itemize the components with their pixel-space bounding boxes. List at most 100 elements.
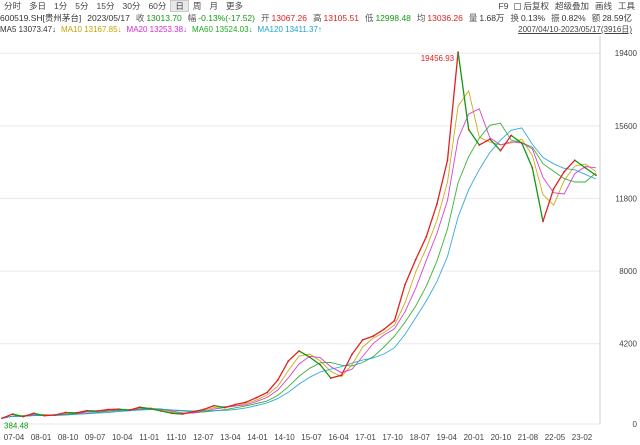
price-segment <box>256 391 268 399</box>
price-point <box>329 377 332 380</box>
tab-timeshare[interactable]: 分时 <box>4 1 22 11</box>
toolbar-right: F9 后复权 超级叠加 画线 工具 <box>496 0 638 12</box>
tab-15min[interactable]: 15分 <box>96 1 115 11</box>
price-point <box>22 415 25 418</box>
tab-60min[interactable]: 60分 <box>148 1 167 11</box>
price-segment <box>150 408 162 412</box>
amount-label: 额 <box>591 13 601 23</box>
amount-value: 28.59亿 <box>602 13 632 23</box>
ma60-label: MA60 13524.03↓ <box>192 25 253 34</box>
ma-legend: MA5 13073.47↓ MA10 13167.85↓ MA20 13253.… <box>0 24 640 35</box>
adjust-toggle[interactable]: 后复权 <box>511 0 552 12</box>
y-tick-label: 8000 <box>619 267 637 276</box>
date-range-link[interactable]: 2007/04/10-2023/05/17(3916日) <box>518 25 632 34</box>
tab-1min[interactable]: 1分 <box>54 1 68 11</box>
x-tick-label: 17-01 <box>355 433 376 442</box>
f9-button[interactable]: F9 <box>498 1 509 11</box>
x-tick-label: 23-02 <box>571 433 593 442</box>
tab-daily[interactable]: 日 <box>170 0 189 12</box>
tab-5min[interactable]: 5分 <box>75 1 89 11</box>
price-chart[interactable]: 0 4200 8000 11800 15600 19400 19456.93 384.48 <box>0 36 640 432</box>
price-segment <box>340 353 353 376</box>
price-segment <box>351 339 364 355</box>
x-tick-label: 13-04 <box>220 433 241 442</box>
overlay-button[interactable]: 超级叠加 <box>554 1 589 11</box>
tab-more[interactable]: 更多 <box>225 1 243 11</box>
price-point <box>54 414 56 416</box>
price-point <box>351 353 353 356</box>
price-point <box>393 319 396 322</box>
x-tick-label: 08-01 <box>30 433 52 442</box>
tab-monthly[interactable]: 月 <box>209 1 218 11</box>
price-point <box>287 360 290 362</box>
tab-30min[interactable]: 30分 <box>122 1 141 11</box>
x-tick-label: 21-08 <box>517 433 539 442</box>
price-point <box>520 142 523 144</box>
close-label: 收 <box>135 13 145 23</box>
low-value: 12998.48 <box>375 13 411 23</box>
price-segment <box>12 413 24 418</box>
price-segment <box>182 411 194 415</box>
price-point <box>446 159 449 162</box>
price-segment <box>489 138 502 152</box>
price-point <box>361 339 364 341</box>
ma120-line <box>1 127 597 419</box>
price-segment <box>235 401 247 406</box>
price-segment <box>44 414 56 417</box>
price-point <box>85 409 88 412</box>
price-segment <box>266 379 279 393</box>
price-segment <box>479 138 491 146</box>
price-point <box>32 412 35 415</box>
price-point <box>542 220 544 223</box>
x-tick-label: 12-07 <box>193 433 214 442</box>
price-segment <box>224 403 236 409</box>
x-tick-label: 20-10 <box>490 433 512 442</box>
draw-button[interactable]: 画线 <box>594 1 612 11</box>
x-tick-label: 19-04 <box>436 433 457 442</box>
price-segment <box>436 160 449 205</box>
price-point <box>457 51 460 54</box>
tools-button[interactable]: 工具 <box>617 1 635 11</box>
price-segment <box>553 171 565 190</box>
avg-label: 均 <box>416 13 426 23</box>
change-value: -0.13%(-17.52) <box>198 13 255 23</box>
x-tick-label: 08-10 <box>57 433 79 442</box>
low-label: 低 <box>364 13 374 23</box>
y-tick-label: 0 <box>633 420 638 429</box>
price-segment <box>510 134 523 144</box>
ma20-line <box>1 108 597 419</box>
price-point <box>584 166 587 169</box>
price-segment <box>457 52 470 130</box>
price-point <box>340 374 343 377</box>
price-segment <box>446 52 459 161</box>
checkbox-icon[interactable] <box>514 3 522 10</box>
x-tick-label: 11-10 <box>166 433 187 442</box>
price-segment <box>97 408 109 412</box>
quote-bar: 600519.SH[贵州茅台] 2023/05/17 收 13013.70 幅 -0… <box>0 12 640 24</box>
tab-weekly[interactable]: 周 <box>192 1 202 11</box>
open-label: 开 <box>261 13 270 23</box>
price-segment <box>129 406 141 411</box>
price-point <box>595 174 597 177</box>
price-segment <box>383 320 395 330</box>
x-tick-label: 14-01 <box>247 433 268 442</box>
price-point <box>117 408 120 410</box>
ma5-label: MA5 13073.47↓ <box>0 25 57 34</box>
price-segment <box>521 142 533 169</box>
price-segment <box>415 236 427 260</box>
ma120-label: MA120 13411.37↑ <box>257 25 322 34</box>
price-point <box>510 134 513 137</box>
price-point <box>170 412 173 415</box>
price-segment <box>1 413 13 419</box>
price-point <box>64 411 67 414</box>
price-point <box>404 283 406 286</box>
y-tick-label: 11800 <box>615 194 637 203</box>
tab-multiday[interactable]: 多日 <box>29 1 47 11</box>
x-tick-label: 14-10 <box>274 433 295 442</box>
x-tick-label: 07-04 <box>3 433 25 442</box>
price-point <box>298 350 300 352</box>
ma20-label: MA20 13253.38↓ <box>126 25 188 34</box>
price-segment <box>404 259 417 285</box>
price-point <box>192 410 194 413</box>
y-tick-label: 4200 <box>619 340 637 349</box>
